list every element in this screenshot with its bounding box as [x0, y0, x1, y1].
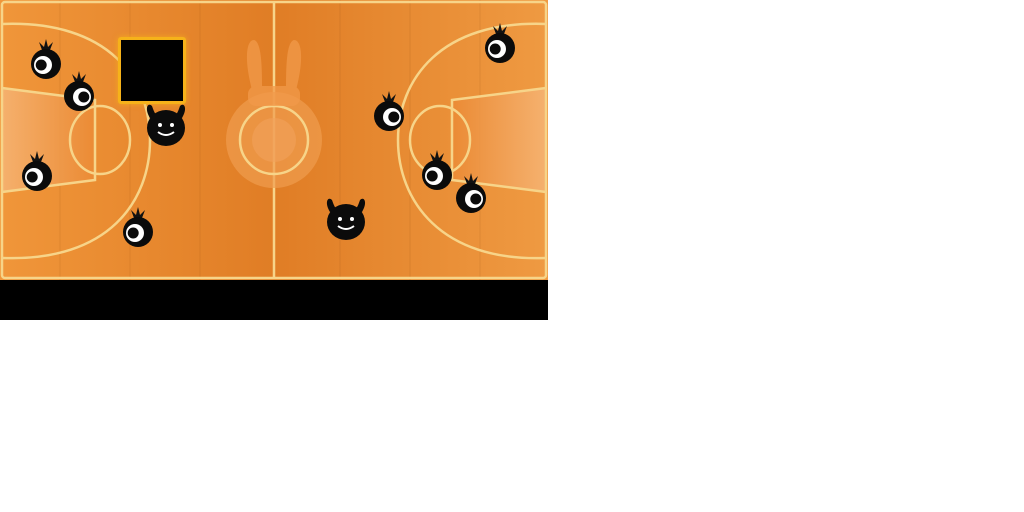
right-key: [450, 86, 547, 194]
player-ghost-4[interactable]: [118, 204, 158, 252]
player-ghost-1[interactable]: [26, 36, 66, 84]
player-ghost-5[interactable]: [369, 88, 409, 136]
horned-monster-left[interactable]: [142, 100, 190, 150]
player-ghost-6[interactable]: [480, 20, 520, 68]
horned-monster-right[interactable]: [322, 194, 370, 244]
player-ghost-8[interactable]: [451, 170, 491, 218]
left-three-point-arc: [1, 22, 152, 260]
held-item-slot[interactable]: [118, 37, 186, 104]
left-paint-area: [2, 88, 95, 192]
player-ghost-7[interactable]: [417, 147, 457, 195]
bunny-ears-icon: [246, 40, 302, 106]
right-paint-area: [452, 88, 546, 192]
bottom-bar: [0, 280, 548, 320]
left-key: [1, 86, 97, 194]
right-three-point-arc: [396, 22, 547, 260]
basketball-court: [0, 0, 548, 280]
game-viewport: [0, 0, 548, 320]
left-free-throw-circle: [68, 104, 132, 176]
player-ghost-2[interactable]: [59, 68, 99, 116]
player-ghost-3[interactable]: [17, 148, 57, 196]
